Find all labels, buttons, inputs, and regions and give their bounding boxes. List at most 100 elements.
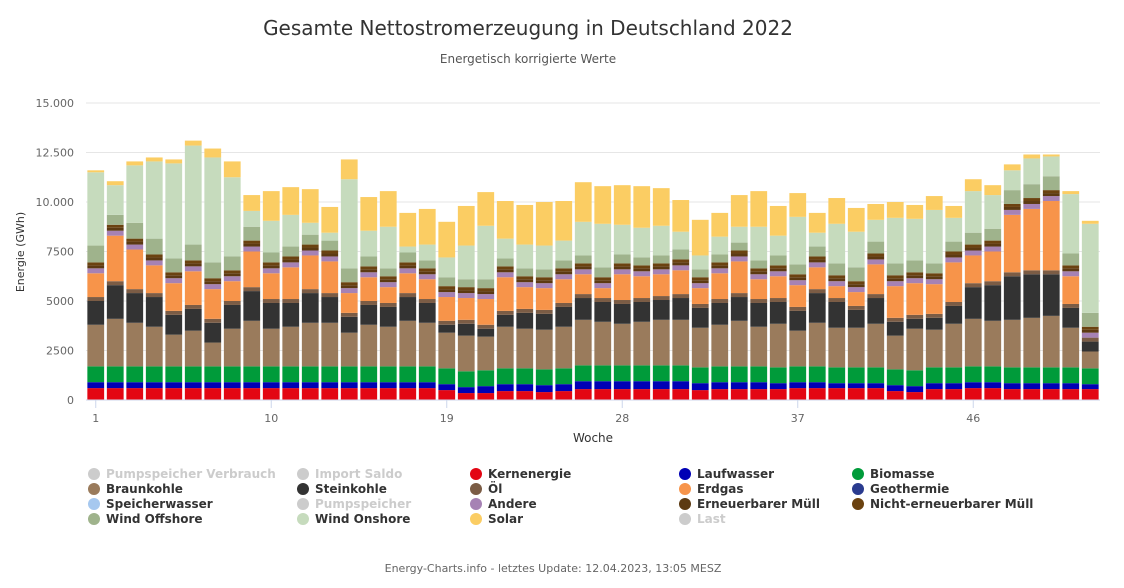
bar-segment[interactable] (789, 277, 807, 281)
bar-segment[interactable] (672, 270, 690, 295)
bar-segment[interactable] (847, 388, 865, 400)
bar-segment[interactable] (984, 185, 1002, 196)
bar-segment[interactable] (360, 388, 378, 400)
bar-segment[interactable] (711, 212, 729, 237)
bar-segment[interactable] (828, 383, 846, 389)
bar-segment[interactable] (516, 312, 534, 329)
bar-segment[interactable] (184, 145, 202, 245)
bar-segment[interactable] (204, 322, 222, 343)
bar-segment[interactable] (613, 381, 631, 390)
bar-segment[interactable] (886, 286, 904, 318)
bar-segment[interactable] (223, 161, 241, 178)
bar-segment[interactable] (1023, 208, 1041, 271)
bar-segment[interactable] (594, 186, 612, 224)
bar-segment[interactable] (399, 273, 417, 294)
bar-segment[interactable] (223, 273, 241, 277)
bar-segment[interactable] (243, 251, 261, 288)
bar-segment[interactable] (1003, 203, 1021, 207)
bar-segment[interactable] (165, 382, 183, 389)
bar-segment[interactable] (633, 301, 651, 322)
bar-segment[interactable] (847, 281, 865, 285)
bar-segment[interactable] (399, 265, 417, 269)
bar-segment[interactable] (360, 269, 378, 273)
bar-segment[interactable] (399, 262, 417, 266)
bar-segment[interactable] (301, 244, 319, 248)
bar-segment[interactable] (828, 263, 846, 276)
bar-segment[interactable] (906, 370, 924, 387)
bar-segment[interactable] (106, 235, 124, 282)
bar-segment[interactable] (204, 388, 222, 400)
bar-segment[interactable] (126, 238, 144, 242)
bar-segment[interactable] (223, 270, 241, 274)
bar-segment[interactable] (477, 192, 495, 226)
bar-segment[interactable] (613, 303, 631, 324)
bar-segment[interactable] (691, 277, 709, 281)
bar-segment[interactable] (145, 157, 163, 162)
bar-segment[interactable] (360, 366, 378, 383)
bar-segment[interactable] (399, 297, 417, 321)
bar-segment[interactable] (769, 235, 787, 256)
bar-segment[interactable] (399, 320, 417, 367)
bar-segment[interactable] (496, 368, 514, 385)
bar-segment[interactable] (223, 177, 241, 257)
bar-segment[interactable] (204, 366, 222, 383)
bar-segment[interactable] (223, 256, 241, 271)
bar-segment[interactable] (399, 246, 417, 253)
bar-segment[interactable] (282, 326, 300, 367)
bar-segment[interactable] (691, 280, 709, 284)
bar-segment[interactable] (574, 381, 592, 390)
bar-segment[interactable] (126, 165, 144, 223)
bar-segment[interactable] (711, 389, 729, 400)
bar-segment[interactable] (516, 391, 534, 400)
bar-segment[interactable] (399, 212, 417, 247)
bar-segment[interactable] (184, 304, 202, 309)
bar-segment[interactable] (808, 262, 826, 268)
bar-segment[interactable] (652, 296, 670, 301)
bar-segment[interactable] (87, 262, 105, 266)
bar-segment[interactable] (594, 365, 612, 382)
bar-segment[interactable] (1003, 272, 1021, 277)
bar-segment[interactable] (535, 277, 553, 281)
bar-segment[interactable] (1081, 337, 1099, 342)
bar-segment[interactable] (789, 366, 807, 383)
bar-segment[interactable] (418, 274, 436, 280)
legend-item[interactable]: Braunkohle (88, 482, 183, 497)
bar-segment[interactable] (126, 241, 144, 245)
bar-segment[interactable] (984, 195, 1002, 229)
bar-segment[interactable] (204, 157, 222, 263)
bar-segment[interactable] (652, 389, 670, 400)
bar-segment[interactable] (1062, 303, 1080, 308)
bar-segment[interactable] (1081, 326, 1099, 330)
bar-segment[interactable] (223, 382, 241, 389)
bar-segment[interactable] (184, 366, 202, 383)
bar-segment[interactable] (691, 307, 709, 328)
bar-segment[interactable] (165, 163, 183, 259)
bar-segment[interactable] (516, 282, 534, 288)
bar-segment[interactable] (594, 223, 612, 268)
bar-segment[interactable] (496, 326, 514, 369)
bar-segment[interactable] (321, 240, 339, 251)
bar-segment[interactable] (769, 268, 787, 272)
bar-segment[interactable] (555, 326, 573, 369)
bar-segment[interactable] (379, 276, 397, 280)
bar-segment[interactable] (340, 332, 358, 367)
bar-segment[interactable] (457, 293, 475, 299)
bar-segment[interactable] (574, 389, 592, 400)
bar-segment[interactable] (867, 219, 885, 242)
bar-segment[interactable] (282, 259, 300, 263)
bar-segment[interactable] (438, 277, 456, 287)
bar-segment[interactable] (574, 298, 592, 320)
legend-item[interactable]: Biomasse (852, 467, 935, 482)
bar-segment[interactable] (126, 388, 144, 400)
legend-item[interactable]: Pumpspeicher (297, 497, 411, 512)
bar-segment[interactable] (925, 276, 943, 280)
bar-segment[interactable] (535, 202, 553, 246)
bar-segment[interactable] (730, 366, 748, 383)
bar-segment[interactable] (87, 172, 105, 246)
bar-segment[interactable] (1003, 389, 1021, 400)
bar-segment[interactable] (867, 203, 885, 220)
bar-segment[interactable] (165, 314, 183, 335)
bar-segment[interactable] (652, 274, 670, 297)
bar-segment[interactable] (379, 382, 397, 389)
bar-segment[interactable] (828, 275, 846, 279)
